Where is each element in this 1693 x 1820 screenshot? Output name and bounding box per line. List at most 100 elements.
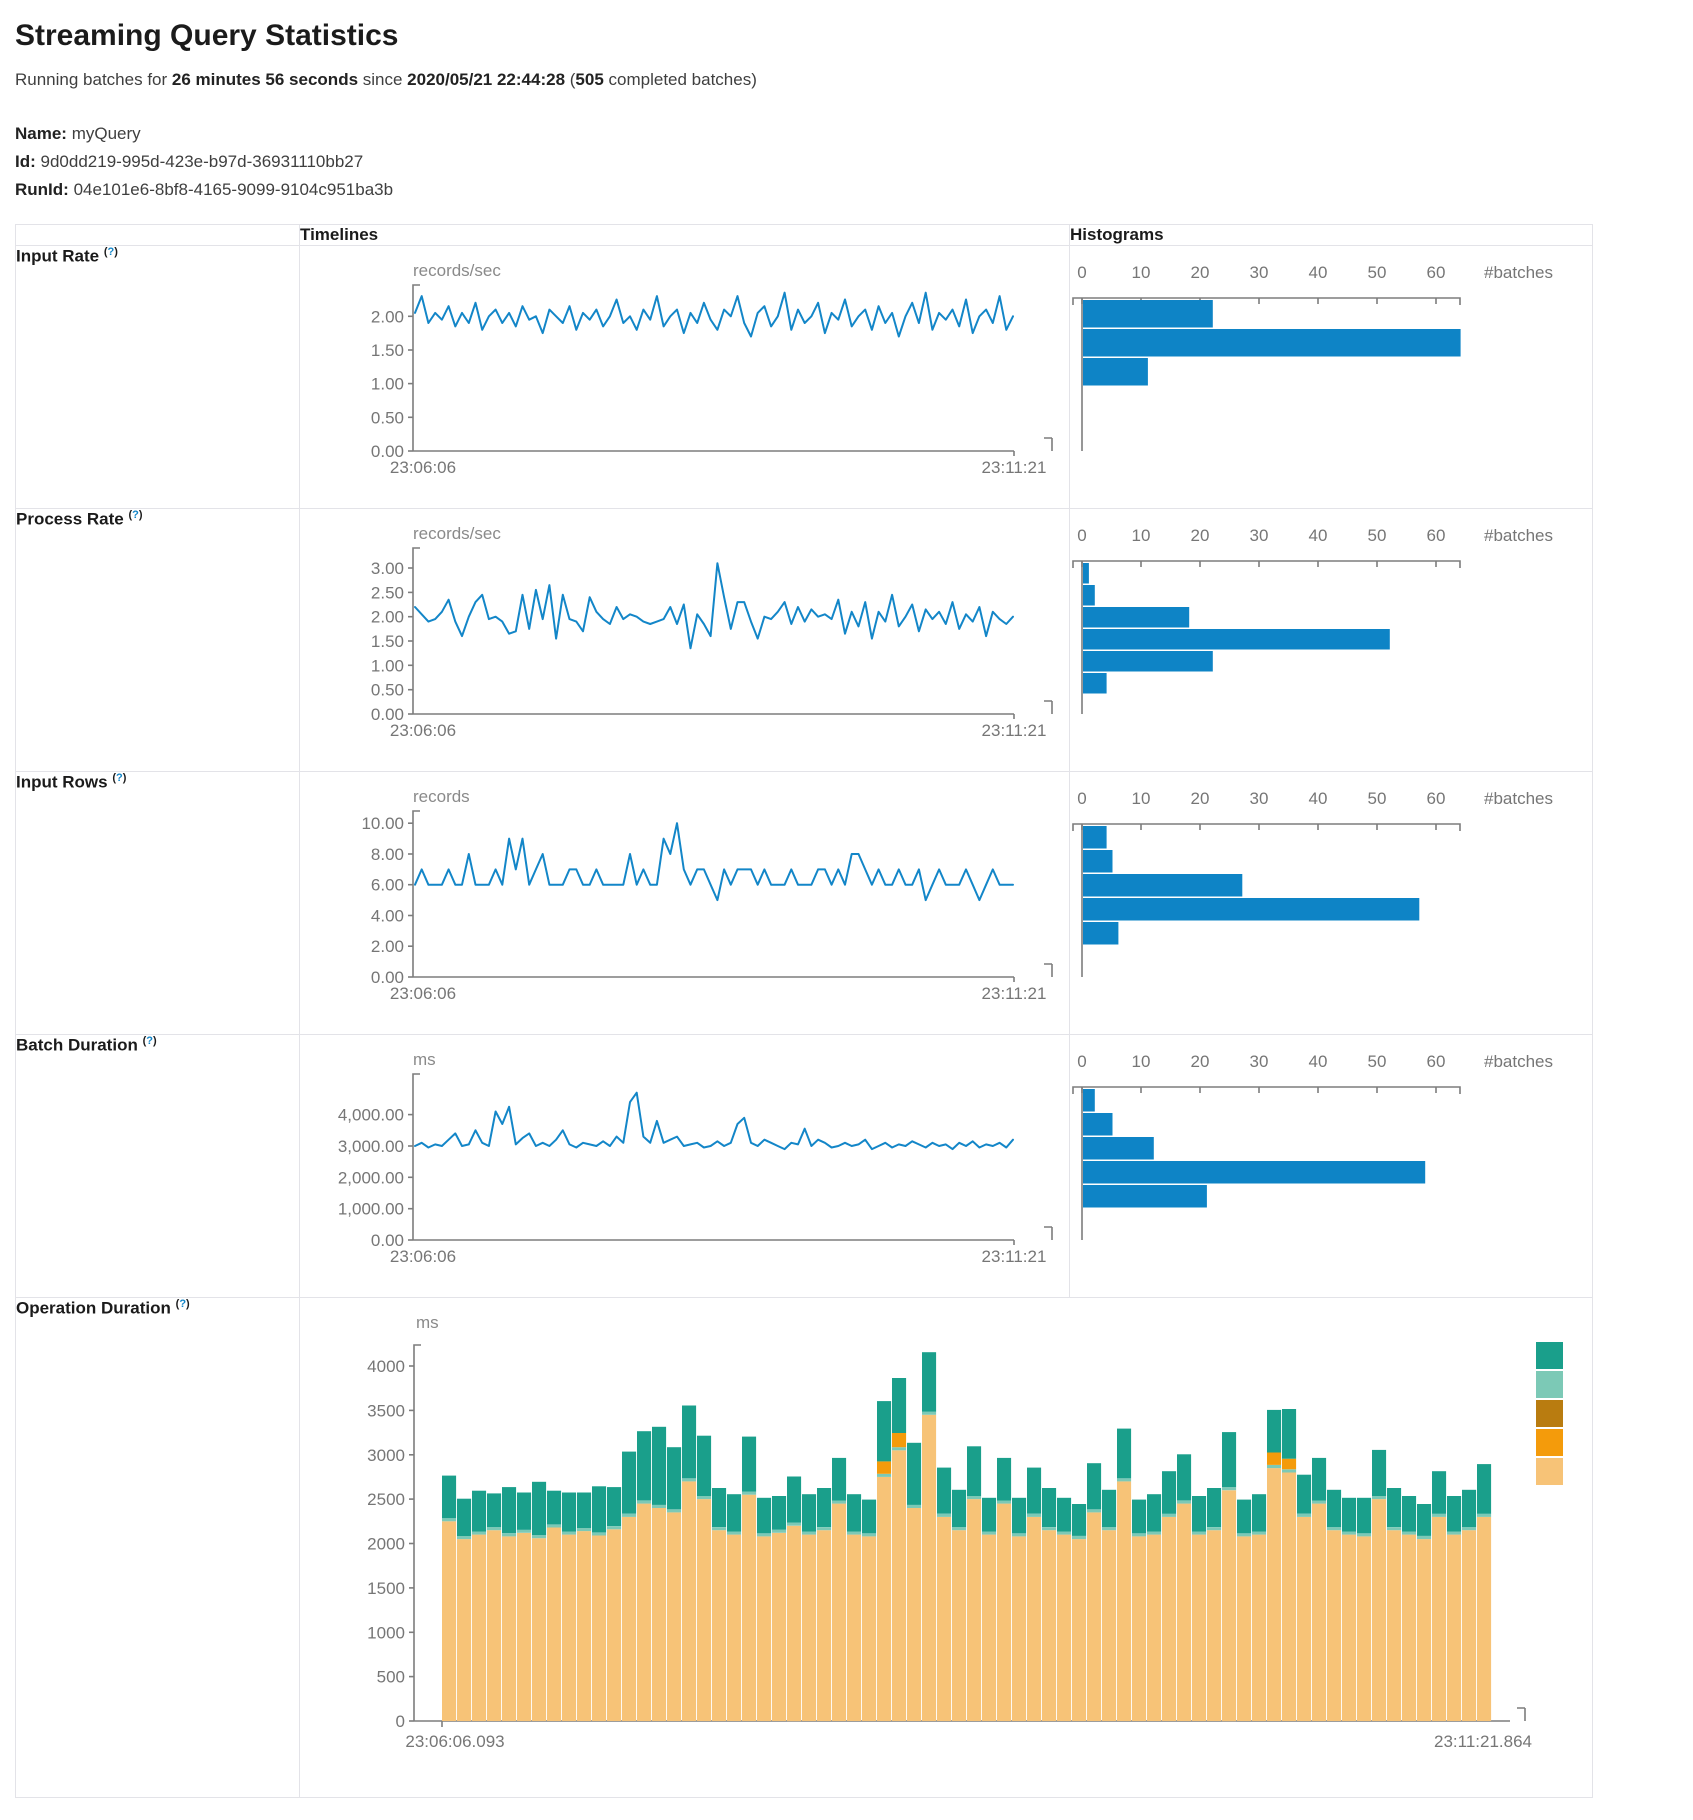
svg-text:1,000.00: 1,000.00 — [338, 1200, 404, 1219]
svg-text:1.50: 1.50 — [371, 341, 404, 360]
svg-text:4,000.00: 4,000.00 — [338, 1106, 404, 1125]
svg-text:10: 10 — [1132, 526, 1151, 545]
svg-text:40: 40 — [1309, 263, 1328, 282]
svg-text:records: records — [413, 787, 470, 806]
svg-text:23:11:21: 23:11:21 — [982, 984, 1047, 1003]
operation-duration-label-cell: Operation Duration (?) — [15, 1297, 300, 1798]
input-rows-label-cell: Input Rows (?) — [15, 771, 300, 1035]
input-rate-histogram-chart: 0 10 20 30 40 50 60 #batches — [1070, 246, 1592, 508]
svg-text:records/sec: records/sec — [413, 524, 501, 543]
svg-text:23:11:21.864: 23:11:21.864 — [1434, 1732, 1532, 1751]
svg-text:500: 500 — [377, 1668, 405, 1687]
query-runid-label: RunId: — [15, 180, 69, 199]
svg-text:1.00: 1.00 — [371, 375, 404, 394]
svg-text:1000: 1000 — [367, 1623, 405, 1642]
process-rate-row: Process Rate (?) records/sec 3.00 2.50 2.00… — [15, 508, 1593, 772]
svg-text:2000: 2000 — [367, 1535, 405, 1554]
input-rows-label: Input Rows — [16, 772, 108, 792]
svg-text:4.00: 4.00 — [371, 907, 404, 926]
svg-text:50: 50 — [1368, 526, 1387, 545]
svg-text:50: 50 — [1368, 263, 1387, 282]
svg-text:4000: 4000 — [367, 1357, 405, 1376]
svg-text:3.00: 3.00 — [371, 559, 404, 578]
svg-text:60: 60 — [1427, 789, 1446, 808]
running-duration: 26 minutes 56 seconds — [171, 70, 359, 89]
query-name-value: myQuery — [71, 124, 141, 143]
svg-text:30: 30 — [1250, 526, 1269, 545]
input-rows-histogram-chart: 0 10 20 30 40 50 60 #batches — [1070, 772, 1592, 1034]
svg-text:1500: 1500 — [367, 1579, 405, 1598]
running-batches-summary: Running batches for 26 minutes 56 second… — [15, 70, 1693, 90]
process-rate-histogram-chart: 0 10 20 30 40 50 60 #batches — [1070, 509, 1592, 771]
svg-text:30: 30 — [1250, 789, 1269, 808]
empty-header-cell — [15, 224, 300, 246]
summary-mid: since — [358, 70, 408, 89]
svg-text:0.00: 0.00 — [371, 442, 404, 461]
process-rate-label: Process Rate — [16, 509, 124, 529]
svg-text:1.00: 1.00 — [371, 656, 404, 675]
query-runid-value: 04e101e6-8bf8-4165-9099-9104c951ba3b — [73, 180, 394, 199]
operation-duration-help-icon[interactable]: (?) — [175, 1298, 190, 1310]
input-rate-timeline-chart: records/sec 2.00 1.50 1.00 0.50 0.00 23:06:06 2… — [300, 246, 1069, 508]
batch-duration-row: Batch Duration (?) ms 4,000.00 3,000.00 2,0… — [15, 1034, 1593, 1298]
completed-batches-count: 505 — [575, 70, 604, 89]
svg-text:40: 40 — [1309, 526, 1328, 545]
svg-text:0: 0 — [1077, 263, 1086, 282]
svg-text:2.00: 2.00 — [371, 937, 404, 956]
svg-text:0.00: 0.00 — [371, 705, 404, 724]
query-id-label: Id: — [15, 152, 36, 171]
svg-text:10: 10 — [1132, 1052, 1151, 1071]
svg-text:23:11:21: 23:11:21 — [982, 721, 1047, 740]
query-meta: Name: myQuery Id: 9d0dd219-995d-423e-b97… — [15, 120, 1693, 204]
input-rate-label: Input Rate — [16, 246, 100, 266]
svg-text:60: 60 — [1427, 263, 1446, 282]
input-rate-row: Input Rate (?) records/sec 2.00 1.50 1.00 0.… — [15, 245, 1593, 509]
svg-text:3,000.00: 3,000.00 — [338, 1137, 404, 1156]
svg-text:10: 10 — [1132, 263, 1151, 282]
process-rate-help-icon[interactable]: (?) — [128, 509, 143, 521]
svg-text:0.00: 0.00 — [371, 968, 404, 987]
batch-duration-help-icon[interactable]: (?) — [142, 1035, 157, 1047]
input-rate-label-cell: Input Rate (?) — [15, 245, 300, 509]
svg-text:0.00: 0.00 — [371, 1231, 404, 1250]
query-runid-row: RunId: 04e101e6-8bf8-4165-9099-9104c951b… — [15, 176, 1693, 204]
input-rate-help-icon[interactable]: (?) — [103, 246, 118, 258]
process-rate-label-cell: Process Rate (?) — [15, 508, 300, 772]
svg-text:records/sec: records/sec — [413, 261, 501, 280]
svg-text:20: 20 — [1191, 526, 1210, 545]
svg-text:23:06:06: 23:06:06 — [390, 458, 456, 477]
query-id-row: Id: 9d0dd219-995d-423e-b97d-36931110bb27 — [15, 148, 1693, 176]
svg-text:6.00: 6.00 — [371, 876, 404, 895]
svg-text:0: 0 — [1077, 789, 1086, 808]
histograms-column-header: Histograms — [1069, 224, 1593, 246]
svg-text:23:06:06.093: 23:06:06.093 — [405, 1732, 504, 1751]
svg-text:20: 20 — [1191, 263, 1210, 282]
svg-text:2.50: 2.50 — [371, 583, 404, 602]
input-rows-timeline-chart: records 10.00 8.00 6.00 4.00 2.00 0.00 23:06:06… — [300, 772, 1069, 1034]
table-header-row: Timelines Histograms — [15, 224, 1593, 246]
svg-text:30: 30 — [1250, 263, 1269, 282]
input-rows-help-icon[interactable]: (?) — [112, 772, 127, 784]
svg-text:23:06:06: 23:06:06 — [390, 984, 456, 1003]
svg-text:0.50: 0.50 — [371, 681, 404, 700]
batch-duration-timeline-chart: ms 4,000.00 3,000.00 2,000.00 1,000.00 0.00 23… — [300, 1035, 1069, 1297]
query-name-row: Name: myQuery — [15, 120, 1693, 148]
svg-text:2500: 2500 — [367, 1490, 405, 1509]
svg-text:2.00: 2.00 — [371, 608, 404, 627]
svg-text:10: 10 — [1132, 789, 1151, 808]
svg-text:0: 0 — [396, 1712, 405, 1731]
svg-text:0: 0 — [1077, 1052, 1086, 1071]
operation-duration-row: Operation Duration (?) ms 4000 3500 3000 250… — [15, 1297, 1593, 1798]
svg-text:50: 50 — [1368, 789, 1387, 808]
svg-text:40: 40 — [1309, 789, 1328, 808]
svg-text:60: 60 — [1427, 1052, 1446, 1071]
summary-prefix: Running batches for — [15, 70, 172, 89]
batch-duration-label: Batch Duration — [16, 1035, 138, 1055]
query-id-value: 9d0dd219-995d-423e-b97d-36931110bb27 — [40, 152, 364, 171]
svg-text:10.00: 10.00 — [361, 814, 404, 833]
batch-duration-histogram-chart: 0 10 20 30 40 50 60 #batches — [1070, 1035, 1592, 1297]
operation-duration-label: Operation Duration — [16, 1298, 171, 1318]
svg-text:#batches: #batches — [1484, 526, 1553, 545]
svg-text:20: 20 — [1191, 1052, 1210, 1071]
